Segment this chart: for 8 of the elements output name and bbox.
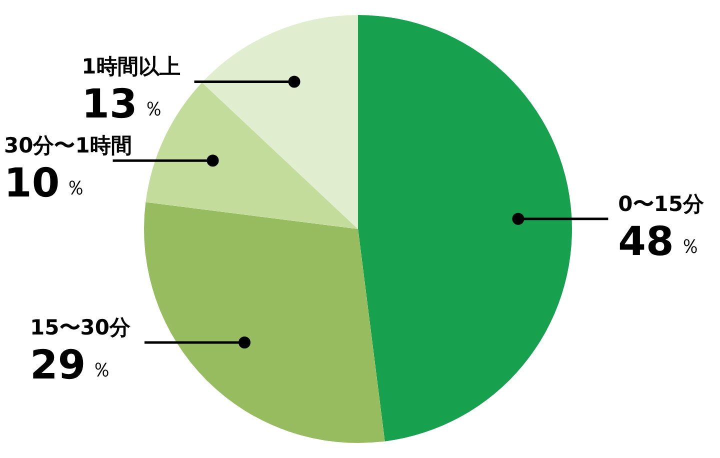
data-label: 13％	[82, 82, 164, 128]
data-label: 48％	[618, 218, 700, 265]
slice-label: 30分〜1時間	[4, 134, 132, 158]
slice-label: 0〜15分	[618, 192, 706, 216]
data-label: 10％	[4, 160, 86, 207]
data-label: 29％	[30, 342, 112, 388]
slice-label: 1時間以上	[82, 54, 180, 79]
slice-label: 15〜30分	[30, 315, 132, 340]
